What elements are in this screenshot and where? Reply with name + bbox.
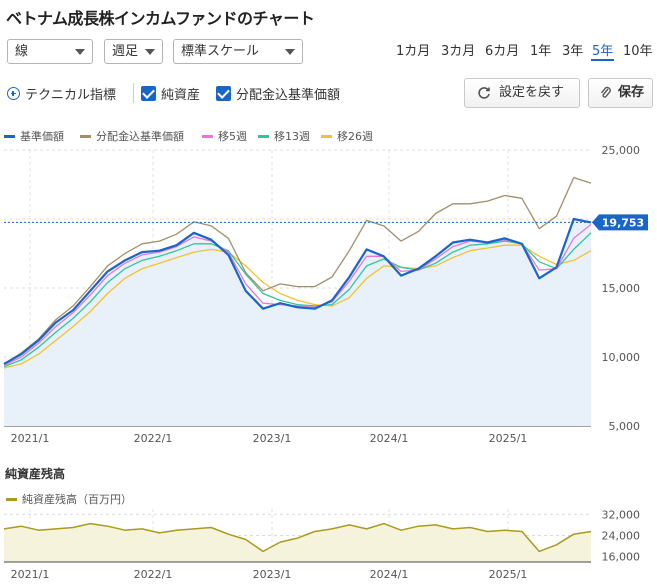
legend-swatch <box>80 134 91 138</box>
x-tick-label: 2024/1 <box>370 568 409 581</box>
period-tab-3y[interactable]: 3年 <box>562 44 584 59</box>
legend-swatch <box>4 134 15 138</box>
interval-select[interactable]: 週足 <box>104 39 163 64</box>
x-tick-label: 2025/1 <box>489 432 528 445</box>
ma26-line <box>3 244 592 369</box>
current-value-badge <box>592 214 648 231</box>
line-type-value: 線 <box>15 44 29 59</box>
refresh-icon <box>478 87 490 99</box>
technical-indicator-label: テクニカル指標 <box>25 88 117 103</box>
period-tab-10y[interactable]: 10年 <box>623 44 653 59</box>
y-tick-label: 24,000 <box>602 530 641 543</box>
legend-item-ma13: 移13週 <box>258 128 310 144</box>
ma13-line <box>3 232 592 368</box>
dividend-nav-line <box>3 176 592 365</box>
net-assets-line <box>3 522 592 553</box>
dividend-nav-checkbox[interactable]: 分配金込基準価額 <box>216 84 340 103</box>
period-tab-1m[interactable]: 1カ月 <box>396 44 431 59</box>
current-value-label: 19,753 <box>602 216 644 229</box>
paperclip-icon <box>600 86 611 98</box>
y-tick-label: 5,000 <box>609 420 641 433</box>
legend-item-dividend-nav: 分配金込基準価額 <box>80 128 184 144</box>
legend-item-ma5: 移5週 <box>202 128 247 144</box>
net-assets-area-fill <box>4 523 591 562</box>
y-tick-label: 10,000 <box>602 351 641 364</box>
y-tick-label: 32,000 <box>602 508 641 521</box>
page-title: ベトナム成長株インカムファンドのチャート <box>6 9 315 28</box>
legend-swatch <box>6 497 17 501</box>
reset-settings-button[interactable]: 設定を戻す <box>464 78 580 108</box>
legend-swatch <box>258 134 269 138</box>
y-tick-label: 16,000 <box>602 551 641 564</box>
x-tick-label: 2023/1 <box>253 432 292 445</box>
chevron-down-icon <box>145 49 155 55</box>
nav-line <box>3 217 592 365</box>
nav-area-fill <box>4 219 591 426</box>
period-tab-5y[interactable]: 5年 <box>592 44 614 59</box>
legend-item-ma26: 移26週 <box>321 128 373 144</box>
interval-value: 週足 <box>112 44 139 59</box>
net-assets-legend: 純資産残高（百万円） <box>6 491 132 507</box>
divider <box>133 83 134 103</box>
save-label: 保存 <box>618 85 645 100</box>
line-type-select[interactable]: 線 <box>7 39 93 64</box>
x-tick-label: 2021/1 <box>11 432 50 445</box>
dividend-nav-label: 分配金込基準価額 <box>236 88 341 103</box>
x-tick-label: 2022/1 <box>134 568 173 581</box>
x-tick-label: 2023/1 <box>253 568 292 581</box>
net-assets-label: 純資産 <box>161 88 201 103</box>
chevron-down-icon <box>75 49 85 55</box>
chevron-down-icon <box>285 49 295 55</box>
y-tick-label: 15,000 <box>602 282 641 295</box>
period-tab-3m[interactable]: 3カ月 <box>441 44 476 59</box>
legend-swatch <box>202 134 213 138</box>
x-tick-label: 2025/1 <box>489 568 528 581</box>
checkbox-checked-icon <box>141 86 156 101</box>
active-period-underline <box>591 59 614 61</box>
save-button[interactable]: 保存 <box>588 78 653 108</box>
scale-select[interactable]: 標準スケール <box>173 39 303 64</box>
y-tick-label: 25,000 <box>602 144 641 157</box>
legend-item-nav: 基準価額 <box>4 128 64 144</box>
reset-settings-label: 設定を戻す <box>499 85 565 100</box>
x-tick-label: 2022/1 <box>134 432 173 445</box>
net-assets-title: 純資産残高 <box>5 467 66 481</box>
x-tick-label: 2024/1 <box>370 432 409 445</box>
price-chart[interactable]: 5,00010,00015,00020,00025,0002021/12022/… <box>0 0 657 450</box>
scale-value: 標準スケール <box>181 44 260 59</box>
x-tick-label: 2021/1 <box>11 568 50 581</box>
plus-circle-icon <box>7 87 20 100</box>
period-tab-6m[interactable]: 6カ月 <box>485 44 520 59</box>
checkbox-checked-icon <box>216 86 231 101</box>
legend-swatch <box>321 134 332 138</box>
technical-indicator-button[interactable]: テクニカル指標 <box>7 84 116 103</box>
net-assets-checkbox[interactable]: 純資産 <box>141 84 200 103</box>
period-tab-1y[interactable]: 1年 <box>530 44 552 59</box>
